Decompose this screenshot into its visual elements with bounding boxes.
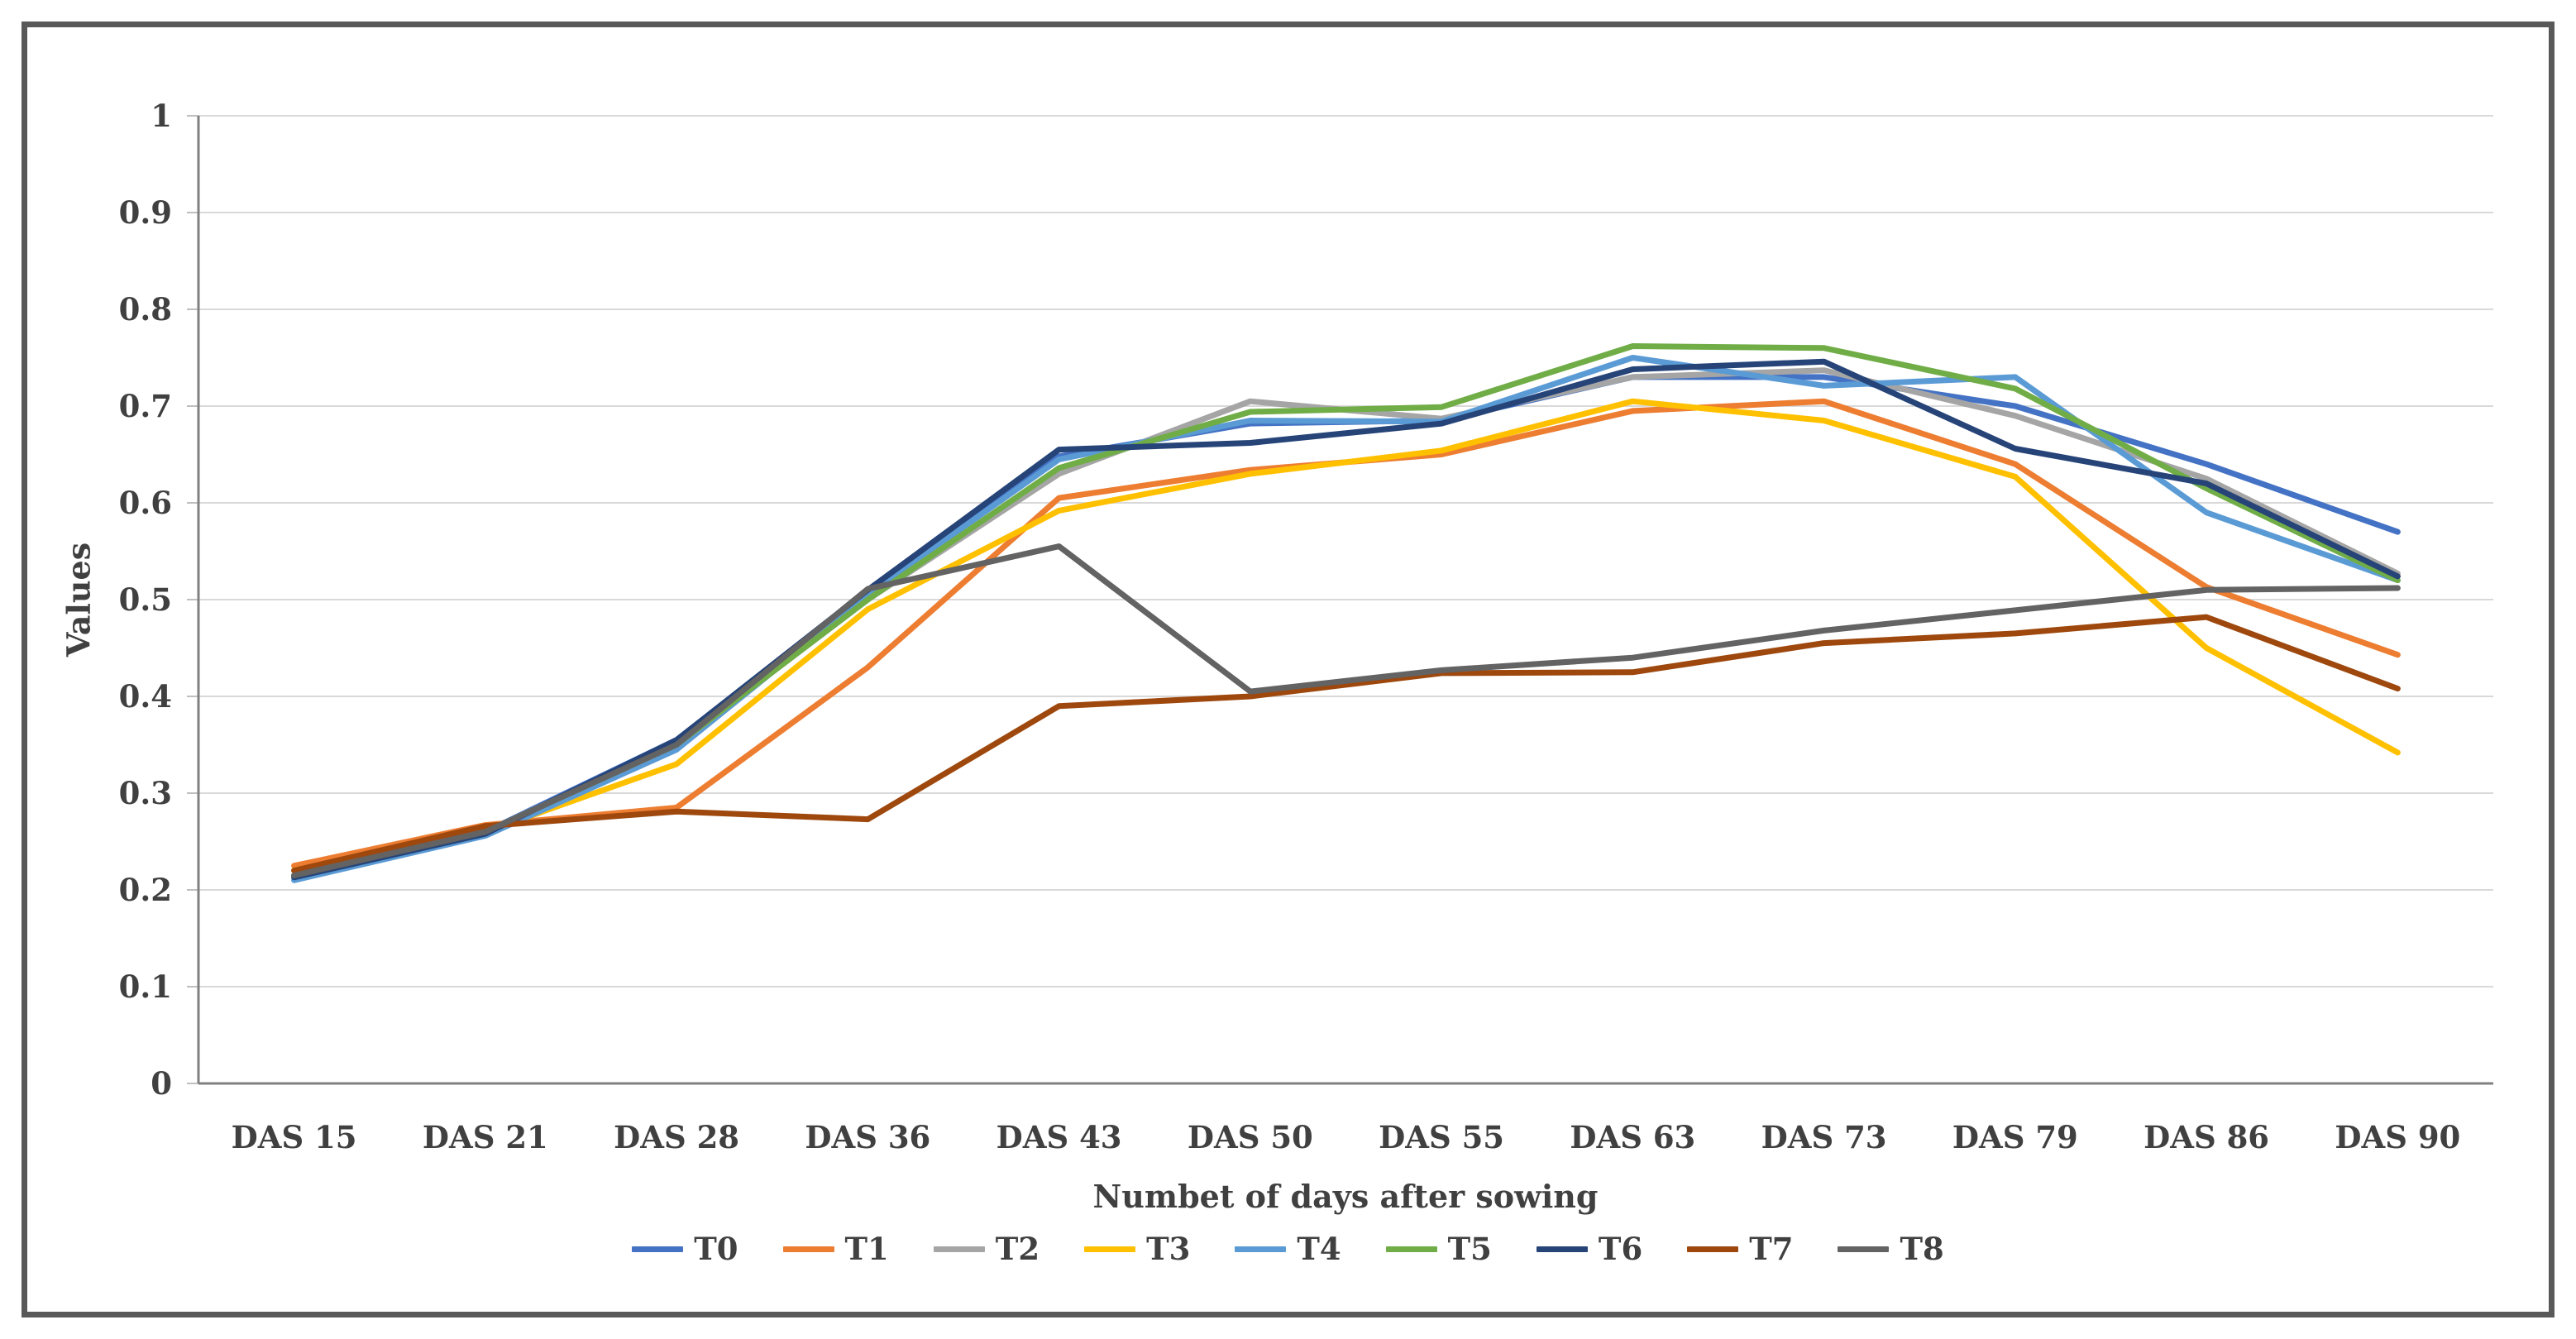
x-category-label: DAS 21 <box>422 1119 548 1155</box>
y-tick-label: 0 <box>151 1065 172 1102</box>
x-category-label: DAS 79 <box>1952 1119 2078 1155</box>
y-tick-label: 0.4 <box>118 678 172 715</box>
legend-item-T1: T1 <box>782 1231 889 1267</box>
x-category-label: DAS 50 <box>1187 1119 1313 1155</box>
x-category-label: DAS 73 <box>1761 1119 1887 1155</box>
x-category-label: DAS 28 <box>614 1119 740 1155</box>
series-line-T7 <box>291 614 2401 874</box>
legend: T0 T1 T2 T3 T4 T5 T6 T7 T8 <box>0 1231 2576 1267</box>
legend-line-swatch <box>1536 1246 1588 1252</box>
x-category-label: DAS 90 <box>2335 1119 2461 1155</box>
series-line-T4 <box>291 355 2401 883</box>
y-tick-label: 0.1 <box>118 968 172 1005</box>
x-category-label: DAS 36 <box>805 1119 931 1155</box>
legend-item-T7: T7 <box>1687 1231 1793 1267</box>
y-tick-label: 0.2 <box>118 872 172 908</box>
legend-item-T3: T3 <box>1084 1231 1190 1267</box>
series-line-T3 <box>291 398 2401 874</box>
legend-line-swatch <box>782 1246 834 1252</box>
legend-label: T6 <box>1598 1231 1643 1267</box>
series-line-T6 <box>291 358 2401 881</box>
legend-item-T8: T8 <box>1838 1231 1944 1267</box>
legend-line-swatch <box>1385 1246 1437 1252</box>
series-line-T2 <box>291 367 2401 878</box>
y-tick-label: 0.8 <box>118 291 172 328</box>
legend-label: T1 <box>844 1231 889 1267</box>
legend-label: T4 <box>1297 1231 1341 1267</box>
legend-line-swatch <box>1084 1246 1136 1252</box>
x-axis-title: Numbet of days after sowing <box>1092 1178 1599 1215</box>
y-tick-label: 1 <box>151 98 172 134</box>
y-tick-label: 0.6 <box>118 485 172 521</box>
legend-label: T8 <box>1900 1231 1944 1267</box>
x-category-label: DAS 63 <box>1570 1119 1696 1155</box>
legend-label: T2 <box>995 1231 1040 1267</box>
legend-line-swatch <box>1235 1246 1287 1252</box>
x-category-label: DAS 86 <box>2143 1119 2270 1155</box>
legend-label: T5 <box>1447 1231 1492 1267</box>
x-category-label: DAS 15 <box>231 1119 357 1155</box>
series-line-T1 <box>291 398 2401 869</box>
legend-item-T0: T0 <box>632 1231 738 1267</box>
legend-item-T5: T5 <box>1385 1231 1492 1267</box>
legend-line-swatch <box>632 1246 684 1252</box>
legend-label: T7 <box>1749 1231 1794 1267</box>
legend-label: T0 <box>694 1231 738 1267</box>
legend-line-swatch <box>1838 1246 1890 1252</box>
legend-line-swatch <box>1687 1246 1739 1252</box>
chart-frame <box>22 22 2554 1317</box>
y-tick-label: 0.9 <box>118 194 172 231</box>
series-line-T8 <box>291 543 2401 878</box>
legend-item-T4: T4 <box>1235 1231 1341 1267</box>
y-tick-label: 0.7 <box>118 388 172 424</box>
series-line-T5 <box>291 343 2401 878</box>
y-tick-label: 0.3 <box>118 775 172 811</box>
x-category-label: DAS 55 <box>1379 1119 1505 1155</box>
legend-label: T3 <box>1146 1231 1191 1267</box>
y-tick-label: 0.5 <box>118 581 172 618</box>
legend-line-swatch <box>933 1246 985 1252</box>
legend-item-T6: T6 <box>1536 1231 1643 1267</box>
legend-item-T2: T2 <box>933 1231 1040 1267</box>
x-category-label: DAS 43 <box>996 1119 1122 1155</box>
y-axis-title: Values <box>60 542 98 658</box>
